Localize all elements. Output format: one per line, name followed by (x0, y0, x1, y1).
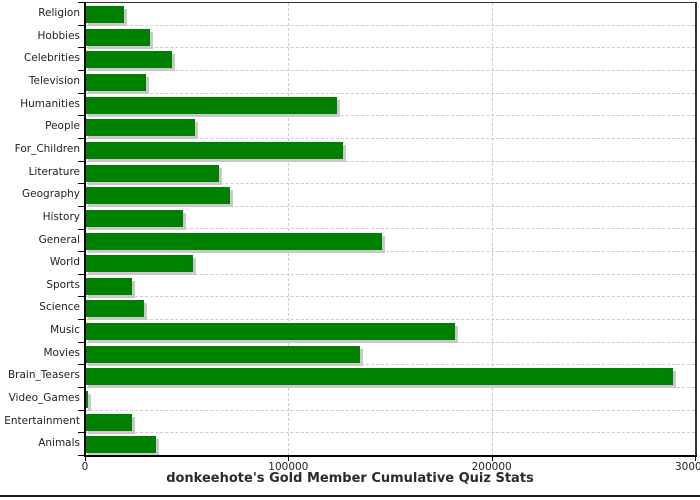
y-label-video_games: Video_Games (8, 392, 80, 405)
chart-row-hobbies (85, 26, 695, 49)
y-label-entertainment: Entertainment (4, 414, 80, 427)
bar-humanities (85, 96, 338, 114)
bar-people (85, 119, 195, 137)
bar-for_children (85, 141, 344, 159)
bar-hobbies (85, 28, 151, 46)
y-tick (78, 137, 85, 139)
bar-music (85, 323, 456, 341)
y-tick (78, 205, 85, 207)
y-label-movies: Movies (43, 346, 80, 359)
chart-row-celebrities (85, 48, 695, 71)
chart-row-entertainment (85, 411, 695, 434)
y-label-people: People (45, 120, 80, 133)
bar-movies (85, 345, 360, 363)
chart-row-science (85, 297, 695, 321)
y-label-world: World (49, 256, 80, 269)
x-tick-label: 300000 (674, 461, 700, 473)
y-label-geography: Geography (22, 188, 80, 201)
plot-area (85, 2, 697, 456)
x-axis-line (84, 455, 697, 457)
y-label-history: History (42, 210, 80, 223)
x-tick (695, 455, 696, 461)
vertical-gridline (288, 3, 290, 456)
y-tick (78, 183, 85, 185)
bar-world (85, 255, 193, 273)
y-tick (78, 319, 85, 321)
y-tick (78, 455, 85, 456)
y-tick (78, 341, 85, 343)
chart-row-general (85, 230, 695, 253)
chart-row-animals (85, 433, 695, 456)
chart-row-music (85, 320, 695, 343)
bar-history (85, 209, 183, 227)
bar-animals (85, 436, 157, 454)
y-label-animals: Animals (38, 437, 80, 450)
y-label-humanities: Humanities (20, 97, 80, 110)
bar-science (85, 300, 144, 318)
x-tick-label: 100000 (268, 461, 309, 473)
chart-row-religion (85, 3, 695, 26)
y-axis-line (84, 2, 86, 455)
y-label-sports: Sports (46, 278, 80, 291)
y-label-brain_teasers: Brain_Teasers (7, 369, 80, 382)
chart-row-literature (85, 162, 695, 185)
x-tick (491, 455, 493, 461)
bar-sports (85, 277, 132, 295)
y-label-for_children: For_Children (14, 142, 80, 155)
y-label-general: General (38, 233, 80, 246)
y-label-hobbies: Hobbies (37, 29, 81, 42)
y-tick (78, 69, 85, 71)
chart-row-for_children (85, 139, 695, 162)
chart-row-video_games (85, 388, 695, 411)
y-tick (78, 2, 85, 3)
y-tick (78, 296, 85, 298)
y-label-celebrities: Celebrities (23, 52, 80, 65)
chart-row-movies (85, 343, 695, 366)
chart-row-history (85, 207, 695, 230)
y-tick (78, 273, 85, 275)
image-bottom-border (0, 495, 700, 497)
chart-row-world (85, 252, 695, 275)
chart-row-television (85, 71, 695, 94)
y-tick (78, 160, 85, 162)
y-label-music: Music (50, 324, 80, 337)
bar-television (85, 73, 146, 91)
chart-row-people (85, 116, 695, 139)
vertical-gridline (491, 3, 493, 456)
chart-row-sports (85, 275, 695, 298)
bar-religion (85, 6, 124, 23)
bar-celebrities (85, 51, 173, 69)
y-tick (78, 92, 85, 94)
x-tick-label: 200000 (471, 461, 512, 473)
y-label-science: Science (39, 301, 80, 314)
bar-literature (85, 164, 220, 182)
bar-entertainment (85, 413, 132, 431)
chart-row-humanities (85, 94, 695, 117)
y-tick (78, 251, 85, 253)
x-tick (288, 455, 290, 461)
chart-row-brain_teasers (85, 365, 695, 389)
x-tick-label: 0 (81, 461, 89, 473)
y-tick (78, 387, 85, 389)
y-tick (78, 115, 85, 117)
y-tick (78, 24, 85, 26)
bar-general (85, 232, 382, 250)
x-tick (85, 455, 86, 461)
y-label-religion: Religion (38, 7, 80, 19)
bar-video_games (85, 391, 89, 409)
y-label-television: Television (28, 74, 80, 87)
y-tick (78, 47, 85, 49)
y-tick (78, 409, 85, 411)
chart-row-geography (85, 184, 695, 207)
bar-brain_teasers (85, 368, 673, 386)
y-tick (78, 228, 85, 230)
chart-title: donkeehote's Gold Member Cumulative Quiz… (166, 471, 534, 486)
y-tick (78, 364, 85, 366)
y-tick (78, 432, 85, 434)
bar-geography (85, 187, 231, 205)
y-label-literature: Literature (28, 165, 80, 178)
